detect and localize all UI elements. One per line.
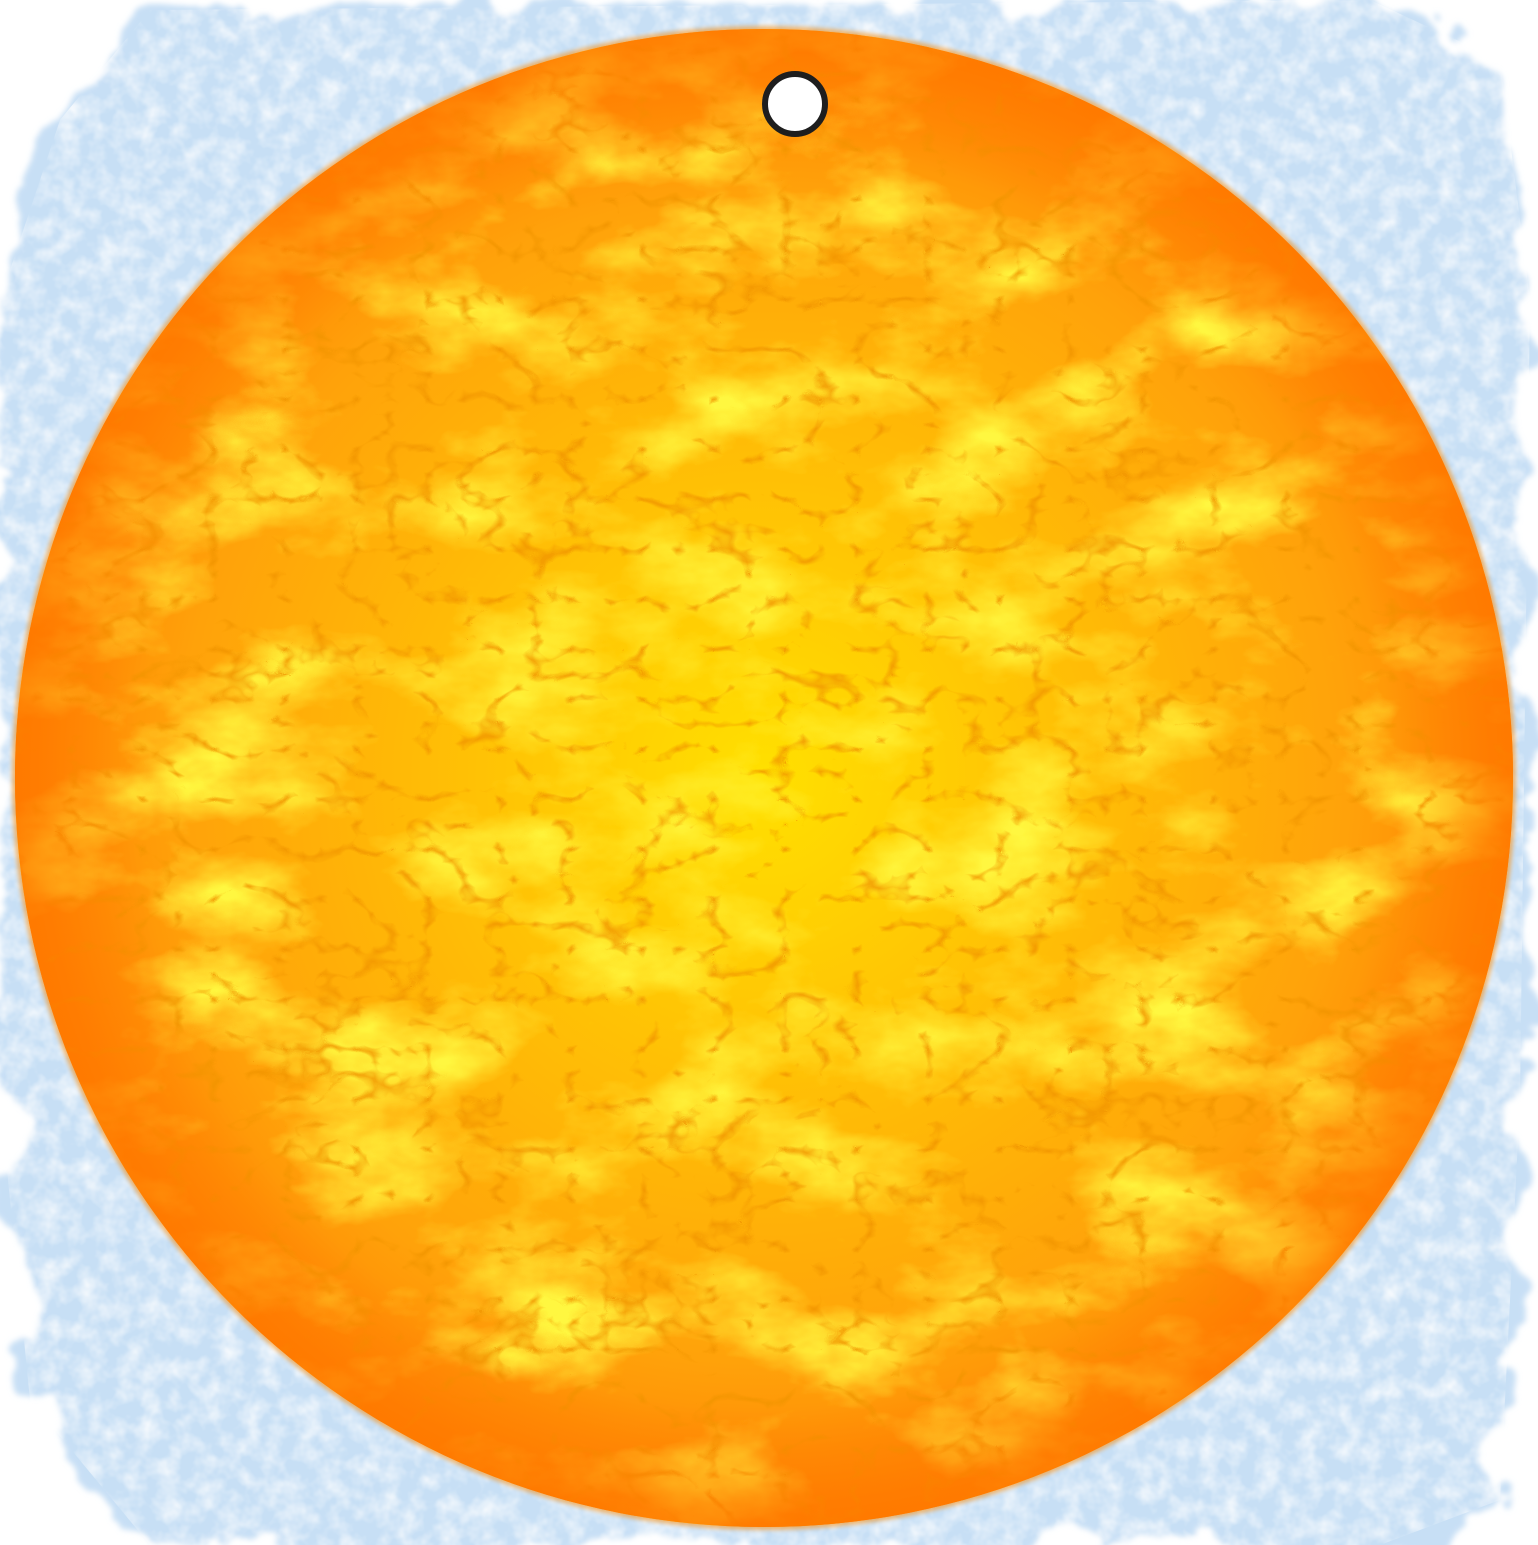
circle-marker-icon[interactable] — [762, 71, 828, 137]
sun-limb — [15, 29, 1513, 1527]
